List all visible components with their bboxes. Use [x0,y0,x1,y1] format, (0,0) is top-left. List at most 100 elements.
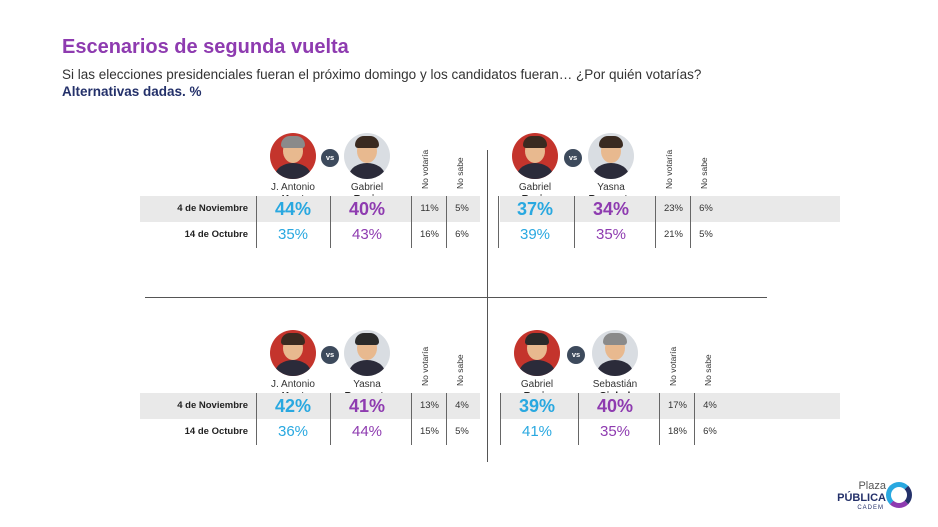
vs-badge: vs [321,346,339,364]
column-separator [500,393,501,445]
candidate2-value: 40% [348,199,386,219]
candidate1-value: 42% [274,396,312,416]
header-no-sabe-text: No sabe [455,354,465,386]
candidate: GabrielBoric [502,330,572,402]
header-no-sabe-text: No sabe [455,157,465,189]
header-no-sabe: No sabe [697,139,711,189]
candidate-avatar [514,330,560,376]
column-separator [659,393,660,445]
table-row: 39% 35% 21% 5% [500,222,840,248]
page-title: Escenarios de segunda vuelta [62,36,349,58]
candidate1-value: 36% [277,423,309,440]
no-sabe-value: 6% [455,229,469,240]
candidate2-value: 35% [599,423,631,440]
plaza-publica-logo: Plaza PÚBLICA CADEM [830,476,920,516]
candidate2-value: 35% [595,226,627,243]
logo-line-1: Plaza [858,480,886,492]
column-separator [574,196,575,248]
row-date-label: 4 de Noviembre [177,400,248,411]
vs-badge: vs [567,346,585,364]
no-votaria-value: 16% [419,229,439,240]
avatar-hair [355,333,379,345]
candidate1-value: 35% [277,226,309,243]
table-row: 4 de Noviembre 42% 41% 13% 4% [140,393,480,419]
avatar-hair [355,136,379,148]
candidate-avatar [512,133,558,179]
table-row: 39% 40% 17% 4% [500,393,840,419]
logo-mark-icon [886,482,912,508]
no-sabe-value: 5% [699,229,713,240]
column-separator [256,196,257,248]
no-votaria-value: 15% [419,426,439,437]
header-no-sabe-text: No sabe [703,354,713,386]
avatar-hair [599,136,623,148]
candidate1-value: 39% [518,396,556,416]
candidate: J. AntonioKast [258,330,328,402]
row-date-label: 14 de Octubre [184,426,248,437]
avatar-body [275,163,311,179]
table-row: 37% 34% 23% 6% [500,196,840,222]
candidate-avatar [270,330,316,376]
no-sabe-value: 5% [455,426,469,437]
avatar-hair [603,333,627,345]
candidate-first-name: Sebastián [592,379,638,390]
candidate: J. AntonioKast [258,133,328,205]
header-no-sabe: No sabe [453,139,467,189]
avatar-hair [281,136,305,148]
vs-badge: vs [564,149,582,167]
header-no-votaria: No votaría [666,336,680,386]
header-no-votaria-text: No votaría [420,346,430,386]
candidate2-value: 40% [596,396,634,416]
candidate2-value: 43% [351,226,383,243]
avatar-body [349,163,385,179]
quadrant-divider-vertical [487,150,488,462]
candidate: YasnaProvoste [332,330,402,402]
header-no-votaria: No votaría [418,139,432,189]
column-separator [578,393,579,445]
candidate-avatar [344,133,390,179]
avatar-body [597,360,633,376]
header-no-sabe: No sabe [701,336,715,386]
candidate1-value: 37% [516,199,554,219]
table-row: 14 de Octubre 35% 43% 16% 6% [140,222,480,248]
no-votaria-value: 23% [663,203,683,214]
table-row: 14 de Octubre 36% 44% 15% 5% [140,419,480,445]
avatar-body [517,163,553,179]
no-sabe-value: 4% [703,400,717,411]
header-no-sabe-text: No sabe [699,157,709,189]
candidate: GabrielBoric [500,133,570,205]
candidate-avatar [344,330,390,376]
no-votaria-value: 21% [663,229,683,240]
candidate: YasnaProvoste [576,133,646,205]
candidate: GabrielBoric [332,133,402,205]
candidate-first-name: Gabriel [518,182,552,193]
column-separator [498,196,499,248]
candidate-first-name: Yasna [353,379,381,390]
no-sabe-value: 6% [699,203,713,214]
candidate1-value: 44% [274,199,312,219]
candidate-avatar [270,133,316,179]
candidate-first-name: J. Antonio [271,182,315,193]
scenario-panel: J. AntonioKastYasnaProvostevs No votaría N… [140,330,480,460]
candidate-avatar [592,330,638,376]
vs-badge: vs [321,149,339,167]
avatar-hair [281,333,305,345]
candidate-first-name: Yasna [597,182,625,193]
avatar-body [349,360,385,376]
candidate: SebastiánSichel [580,330,650,402]
column-separator [330,196,331,248]
header-no-votaria-text: No votaría [420,149,430,189]
header-no-sabe: No sabe [453,336,467,386]
avatar-hair [525,333,549,345]
scenario-panel: GabrielBoricYasnaProvostevs No votaría No … [498,133,840,263]
no-sabe-value: 4% [455,400,469,411]
column-separator [694,393,695,445]
scenario-panel: GabrielBoricSebastiánSichelvs No votaría N… [500,330,840,460]
no-votaria-value: 13% [419,400,439,411]
candidate1-value: 39% [519,226,551,243]
avatar-body [593,163,629,179]
row-date-label: 14 de Octubre [184,229,248,240]
column-separator [330,393,331,445]
candidate2-value: 34% [592,199,630,219]
avatar-body [275,360,311,376]
